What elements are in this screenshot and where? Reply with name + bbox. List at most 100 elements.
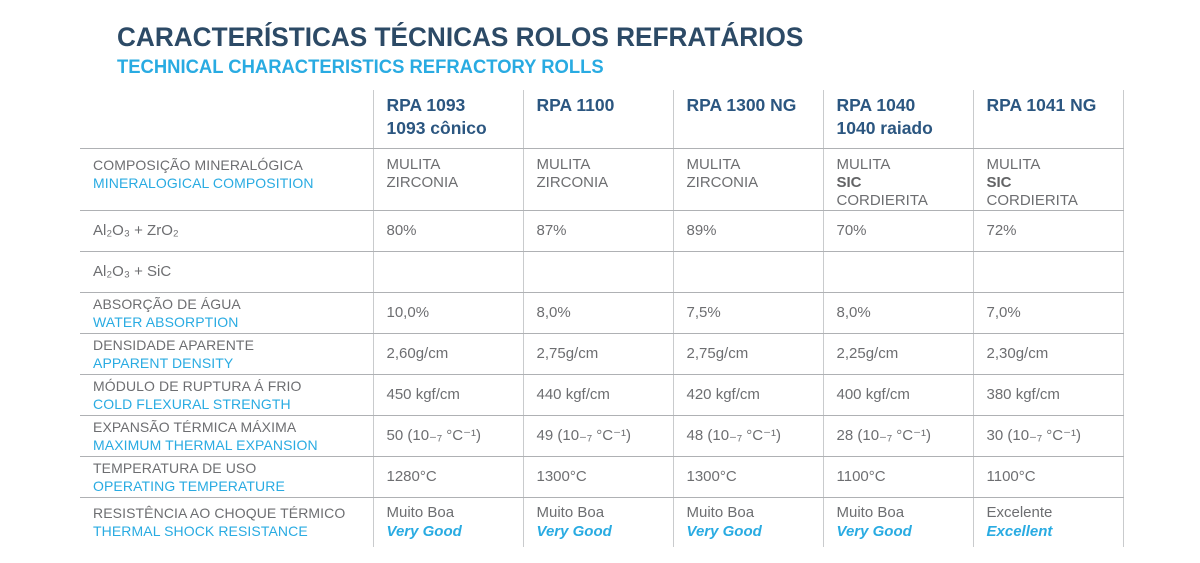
value-cell: Excelente Excellent <box>972 497 1124 547</box>
value-text: 1300°C <box>686 468 737 485</box>
value-cell: 70% <box>822 210 973 252</box>
column-header-rpa-1100: RPA 1100 <box>522 90 673 149</box>
value-line: MULITA <box>536 155 591 173</box>
value-cell: MULITA ZIRCONIA <box>522 148 673 211</box>
value-pt: Muito Boa <box>836 504 905 522</box>
row-label-pt: TEMPERATURA DE USO <box>93 459 257 476</box>
value-line: CORDIERITA <box>986 191 1078 209</box>
row-label-cell: EXPANSÃO TÉRMICA MÁXIMA MAXIMUM THERMAL E… <box>80 415 373 457</box>
row-label-cell: DENSIDADE APARENTE APPARENT DENSITY <box>80 333 373 375</box>
value-cell: Muito Boa Very Good <box>822 497 973 547</box>
value-text: 7,5% <box>686 304 721 321</box>
value-cell: 1100°C <box>822 456 973 498</box>
row-label-pt: COMPOSIÇÃO MINERALÓGICA <box>93 156 303 173</box>
value-line: ZIRCONIA <box>686 173 759 191</box>
value-en: Excellent <box>986 523 1053 541</box>
product-variant: 1040 raiado <box>836 118 933 138</box>
row-label-en: COLD FLEXURAL STRENGTH <box>93 395 291 412</box>
product-name: RPA 1100 <box>536 95 615 115</box>
row-label-cell: ABSORÇÃO DE ÁGUA WATER ABSORPTION <box>80 292 373 334</box>
row-label-en: MAXIMUM THERMAL EXPANSION <box>93 436 318 453</box>
header-row: RPA 1093 1093 cônico RPA 1100 RPA 1300 NG RP… <box>80 90 1124 149</box>
row-label-en: OPERATING TEMPERATURE <box>93 477 285 494</box>
value-cell: 7,5% <box>672 292 823 334</box>
table-body: COMPOSIÇÃO MINERALÓGICA MINERALOGICAL COM… <box>80 148 1124 547</box>
value-line: MULITA <box>836 155 891 173</box>
value-line: ZIRCONIA <box>536 173 609 191</box>
value-cell: 2,60g/cm <box>372 333 523 375</box>
value-cell: 450 kgf/cm <box>372 374 523 416</box>
table-row-expans-o-t-rmica-m-xima: EXPANSÃO TÉRMICA MÁXIMA MAXIMUM THERMAL E… <box>80 415 1124 457</box>
row-label-pt: ABSORÇÃO DE ÁGUA <box>93 295 241 312</box>
value-text: 450 kgf/cm <box>386 386 460 403</box>
row-label-cell: Al₂O₃ + ZrO₂ <box>80 210 373 252</box>
value-pt: Muito Boa <box>686 504 755 522</box>
value-cell: MULITA SIC CORDIERITA <box>972 148 1124 211</box>
value-cell: 400 kgf/cm <box>822 374 973 416</box>
value-cell: Muito Boa Very Good <box>372 497 523 547</box>
row-label-cell: COMPOSIÇÃO MINERALÓGICA MINERALOGICAL COM… <box>80 148 373 211</box>
value-text: 400 kgf/cm <box>836 386 910 403</box>
row-label-pt: RESISTÊNCIA AO CHOQUE TÉRMICO <box>93 505 346 522</box>
value-text: 440 kgf/cm <box>536 386 610 403</box>
value-cell <box>522 251 673 293</box>
value-cell: 440 kgf/cm <box>522 374 673 416</box>
value-text: 1280°C <box>386 468 437 485</box>
value-cell: MULITA SIC CORDIERITA <box>822 148 973 211</box>
product-name: RPA 1093 <box>386 95 466 115</box>
value-cell: 2,30g/cm <box>972 333 1124 375</box>
table-row-resist-ncia-ao-choque-t-rmico: RESISTÊNCIA AO CHOQUE TÉRMICO THERMAL SHO… <box>80 497 1124 547</box>
row-label-en: THERMAL SHOCK RESISTANCE <box>93 523 308 540</box>
value-text: 30 (10₋₇ °C⁻¹) <box>986 427 1082 444</box>
value-line: MULITA <box>386 155 441 173</box>
value-text: 420 kgf/cm <box>686 386 760 403</box>
table-header: RPA 1093 1093 cônico RPA 1100 RPA 1300 NG RP… <box>80 90 1124 149</box>
row-label-cell: RESISTÊNCIA AO CHOQUE TÉRMICO THERMAL SHO… <box>80 497 373 547</box>
table-row-m-dulo-de-ruptura-frio: MÓDULO DE RUPTURA Á FRIO COLD FLEXURAL ST… <box>80 374 1124 416</box>
value-pt: Muito Boa <box>386 504 455 522</box>
row-label-pt: DENSIDADE APARENTE <box>93 336 255 353</box>
value-text: 1300°C <box>536 468 587 485</box>
row-label-en: APPARENT DENSITY <box>93 354 234 371</box>
column-header-rpa-1040: RPA 1040 1040 raiado <box>822 90 973 149</box>
value-cell: 10,0% <box>372 292 523 334</box>
corner-cell <box>80 90 373 149</box>
value-pt: Muito Boa <box>536 504 605 522</box>
value-cell: 50 (10₋₇ °C⁻¹) <box>372 415 523 457</box>
value-text: 2,75g/cm <box>536 345 599 362</box>
table-row-al-o-zro: Al₂O₃ + ZrO₂ 80% 87% 89% 70% 72% <box>80 210 1124 252</box>
product-name: RPA 1041 NG <box>986 95 1097 115</box>
value-text: 2,60g/cm <box>386 345 449 362</box>
value-text: 8,0% <box>836 304 871 321</box>
value-cell: 49 (10₋₇ °C⁻¹) <box>522 415 673 457</box>
row-label-cell: Al₂O₃ + SiC <box>80 251 373 293</box>
value-text: 87% <box>536 222 567 239</box>
value-cell: 7,0% <box>972 292 1124 334</box>
product-variant: 1093 cônico <box>386 118 487 138</box>
value-text: 72% <box>986 222 1017 239</box>
page-subtitle: TECHNICAL CHARACTERISTICS REFRACTORY ROL… <box>117 57 604 78</box>
row-label-en: WATER ABSORPTION <box>93 313 239 330</box>
value-text: 80% <box>386 222 417 239</box>
value-text: 49 (10₋₇ °C⁻¹) <box>536 427 632 444</box>
value-cell: 28 (10₋₇ °C⁻¹) <box>822 415 973 457</box>
table-row-absor-o-de-gua: ABSORÇÃO DE ÁGUA WATER ABSORPTION 10,0% 8,0… <box>80 292 1124 334</box>
value-cell <box>972 251 1124 293</box>
value-text: 8,0% <box>536 304 571 321</box>
table-row-composi-o-mineral-gica: COMPOSIÇÃO MINERALÓGICA MINERALOGICAL COM… <box>80 148 1124 211</box>
value-cell <box>822 251 973 293</box>
value-cell: Muito Boa Very Good <box>522 497 673 547</box>
spec-table: RPA 1093 1093 cônico RPA 1100 RPA 1300 NG RP… <box>80 90 1124 547</box>
value-cell: 8,0% <box>522 292 673 334</box>
value-text: 10,0% <box>386 304 430 321</box>
value-cell: 1100°C <box>972 456 1124 498</box>
value-cell: 1300°C <box>522 456 673 498</box>
value-cell: Muito Boa Very Good <box>672 497 823 547</box>
value-en: Very Good <box>536 523 612 541</box>
row-label-formula: Al₂O₃ + SiC <box>93 263 172 280</box>
value-cell: 2,75g/cm <box>522 333 673 375</box>
value-line: SIC <box>836 173 862 191</box>
value-line: ZIRCONIA <box>386 173 459 191</box>
value-line: MULITA <box>986 155 1041 173</box>
